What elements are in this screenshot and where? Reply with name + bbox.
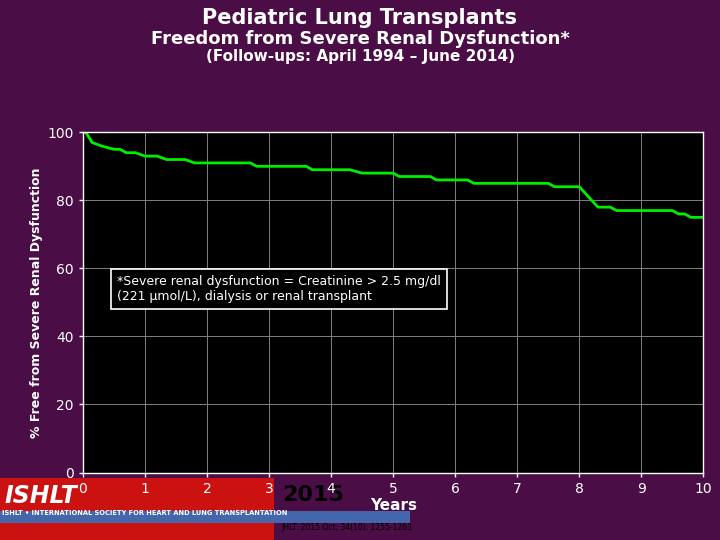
Text: Freedom from Severe Renal Dysfunction*: Freedom from Severe Renal Dysfunction* — [150, 30, 570, 48]
Text: ISHLT: ISHLT — [4, 484, 77, 508]
Text: 2015: 2015 — [282, 485, 343, 505]
Bar — [0, 511, 410, 523]
X-axis label: Years: Years — [369, 498, 417, 514]
Y-axis label: % Free from Severe Renal Dysfunction: % Free from Severe Renal Dysfunction — [30, 167, 43, 437]
Text: JHLT. 2015 Oct; 34(10): 1255-1263: JHLT. 2015 Oct; 34(10): 1255-1263 — [282, 523, 413, 531]
Text: Pediatric Lung Transplants: Pediatric Lung Transplants — [202, 8, 518, 28]
Text: *Severe renal dysfunction = Creatinine > 2.5 mg/dl
(221 μmol/L), dialysis or ren: *Severe renal dysfunction = Creatinine >… — [117, 275, 441, 303]
Text: (Follow-ups: April 1994 – June 2014): (Follow-ups: April 1994 – June 2014) — [205, 49, 515, 64]
Text: ISHLT • INTERNATIONAL SOCIETY FOR HEART AND LUNG TRANSPLANTATION: ISHLT • INTERNATIONAL SOCIETY FOR HEART … — [2, 510, 287, 516]
Bar — [0, 478, 274, 540]
